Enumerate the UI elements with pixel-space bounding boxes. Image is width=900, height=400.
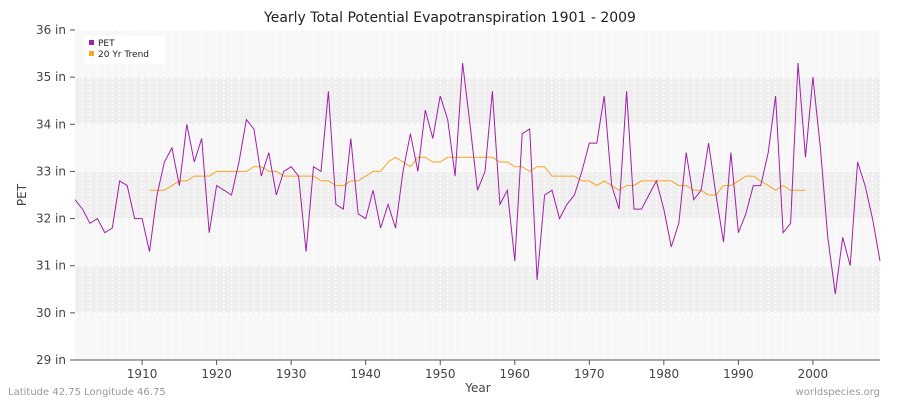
legend-swatch-trend [89, 51, 94, 56]
x-tick-label: 1910 [127, 367, 158, 381]
footer-source: worldspecies.org [796, 387, 880, 398]
y-tick-label: 33 in [36, 164, 66, 178]
x-tick-label: 1980 [649, 367, 680, 381]
y-axis-ticks: 29 in 30 in 31 in 32 in 33 in 34 in 35 in 36 in [36, 23, 75, 367]
y-tick-label: 30 in [36, 306, 66, 320]
plot-band [75, 265, 880, 313]
legend-swatch-pet [89, 40, 94, 45]
x-tick-label: 2000 [798, 367, 829, 381]
legend-box [84, 36, 164, 64]
y-tick-label: 32 in [36, 212, 66, 226]
y-tick-label: 34 in [36, 117, 66, 131]
pet-series-line [74, 62, 881, 295]
x-tick-label: 1990 [723, 367, 754, 381]
x-tick-label: 1930 [276, 367, 307, 381]
legend: PET 20 Yr Trend [84, 36, 164, 64]
x-tick-label: 1940 [350, 367, 381, 381]
x-tick-label: 1920 [201, 367, 232, 381]
y-tick-label: 36 in [36, 23, 66, 37]
legend-label-trend: 20 Yr Trend [98, 50, 149, 60]
y-tick-label: 29 in [36, 353, 66, 367]
x-axis-ticks: 1910 1920 1930 1940 1950 1960 1970 1980 1990 2000 [127, 360, 828, 381]
plot-band [75, 312, 880, 360]
x-tick-label: 1950 [425, 367, 456, 381]
y-tick-label: 35 in [36, 70, 66, 84]
y-axis-label: PET [15, 183, 29, 206]
trend-series-line [149, 156, 806, 196]
chart-title: Yearly Total Potential Evapotranspiratio… [263, 10, 636, 26]
series-group [74, 62, 881, 295]
plot-band [75, 77, 880, 125]
legend-label-pet: PET [98, 39, 115, 49]
plot-band [75, 30, 880, 78]
x-tick-label: 1960 [499, 367, 530, 381]
y-tick-label: 31 in [36, 259, 66, 273]
grid [74, 29, 881, 361]
x-tick-label: 1970 [574, 367, 605, 381]
footer-coordinates: Latitude 42.75 Longitude 46.75 [8, 387, 166, 398]
x-axis-label: Year [464, 381, 490, 395]
